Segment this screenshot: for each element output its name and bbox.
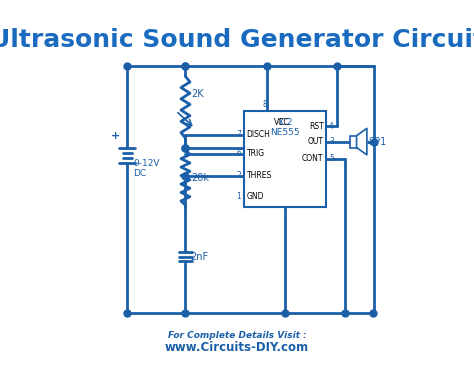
Text: 20k: 20k: [191, 173, 210, 183]
Text: TRIG: TRIG: [246, 149, 265, 158]
Text: 8: 8: [263, 100, 268, 109]
Text: For Complete Details Visit :: For Complete Details Visit :: [168, 331, 306, 340]
Text: RST: RST: [309, 122, 324, 131]
Text: 2: 2: [237, 172, 241, 180]
Text: CONT: CONT: [302, 154, 324, 163]
Text: www.Circuits-DIY.com: www.Circuits-DIY.com: [165, 341, 309, 354]
Text: DISCH: DISCH: [246, 130, 271, 139]
Text: 5: 5: [329, 154, 334, 163]
Text: 2K: 2K: [191, 89, 204, 98]
Text: SP1: SP1: [369, 137, 387, 147]
Text: 2nF: 2nF: [191, 252, 209, 262]
Bar: [350, 136, 356, 147]
Text: 3: 3: [329, 137, 334, 146]
Text: 7: 7: [236, 130, 241, 139]
Text: 4: 4: [329, 122, 334, 131]
Text: IC2
NE555: IC2 NE555: [270, 117, 300, 137]
Polygon shape: [356, 128, 367, 155]
Text: 9-12V
DC: 9-12V DC: [133, 159, 160, 178]
Text: 1: 1: [237, 192, 241, 201]
Text: GND: GND: [246, 192, 264, 201]
Text: OUT: OUT: [308, 137, 324, 146]
Text: Ultrasonic Sound Generator Circuit: Ultrasonic Sound Generator Circuit: [0, 28, 474, 52]
Text: 6: 6: [236, 149, 241, 158]
Text: +: +: [110, 131, 119, 142]
FancyBboxPatch shape: [244, 111, 326, 207]
Text: THRES: THRES: [246, 172, 272, 180]
Text: VCC: VCC: [274, 117, 290, 127]
